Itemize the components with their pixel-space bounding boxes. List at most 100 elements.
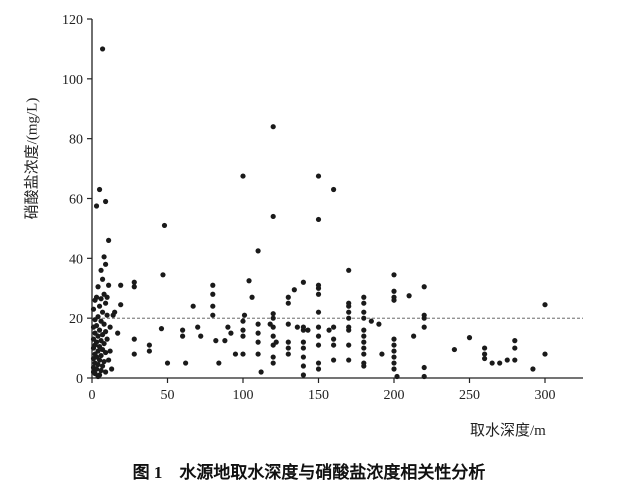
data-point — [195, 324, 201, 330]
data-point — [102, 369, 109, 375]
data-point — [285, 351, 291, 357]
data-point — [180, 333, 186, 339]
data-point — [285, 294, 291, 300]
data-point — [270, 124, 276, 130]
data-point — [331, 186, 337, 193]
data-point — [102, 300, 109, 306]
data-point — [346, 315, 352, 321]
data-point — [101, 321, 107, 327]
data-point — [270, 360, 276, 366]
data-point — [411, 333, 417, 339]
y-tick-label: 40 — [69, 252, 83, 267]
x-tick-label: 150 — [308, 388, 329, 403]
data-point — [315, 342, 322, 348]
data-point — [285, 321, 291, 327]
data-point — [300, 279, 306, 285]
data-point — [331, 342, 337, 348]
data-point — [228, 330, 234, 336]
data-point — [376, 321, 382, 327]
data-point — [95, 361, 101, 368]
data-point — [246, 278, 252, 284]
data-point — [101, 254, 107, 260]
data-point — [210, 303, 216, 309]
data-point — [104, 336, 110, 342]
data-point — [391, 272, 397, 278]
data-point — [482, 351, 488, 357]
x-tick-label: 50 — [161, 388, 175, 403]
data-point — [315, 366, 322, 372]
data-point — [326, 327, 332, 333]
data-point — [512, 338, 518, 344]
data-point — [225, 324, 231, 330]
data-point — [451, 346, 457, 353]
y-tick-label: 60 — [69, 193, 83, 208]
data-point — [161, 222, 168, 229]
y-tick-label: 0 — [76, 372, 83, 387]
data-point — [294, 324, 300, 330]
data-point — [90, 345, 97, 351]
data-point — [92, 297, 98, 303]
data-point — [270, 354, 276, 360]
data-point — [255, 248, 261, 254]
data-point — [210, 312, 216, 318]
data-point — [158, 326, 165, 332]
x-tick-label: 0 — [89, 388, 96, 403]
data-point — [504, 357, 510, 363]
data-point — [270, 324, 276, 330]
data-point — [512, 357, 518, 363]
data-point — [255, 330, 261, 336]
data-point — [273, 339, 279, 345]
data-point — [240, 318, 246, 324]
data-point — [183, 360, 189, 366]
data-point — [315, 173, 322, 179]
data-point — [512, 345, 518, 351]
y-tick-label: 100 — [62, 73, 83, 88]
data-point — [99, 309, 106, 315]
data-point — [391, 336, 397, 342]
x-axis-label: 取水深度/m — [470, 423, 546, 439]
data-point — [131, 279, 137, 285]
data-point — [90, 369, 97, 375]
data-point — [300, 327, 306, 333]
data-point — [222, 338, 228, 344]
data-point — [131, 351, 137, 357]
data-point — [104, 294, 110, 300]
data-point — [106, 237, 112, 243]
data-point — [482, 345, 488, 351]
data-point — [361, 309, 367, 315]
data-point — [93, 203, 100, 209]
x-tick-label: 300 — [535, 388, 556, 403]
data-point — [300, 354, 306, 360]
data-point — [421, 373, 427, 380]
data-point — [361, 363, 367, 369]
data-point — [101, 358, 107, 365]
data-point — [346, 309, 352, 315]
data-point — [98, 367, 104, 374]
data-point — [164, 360, 171, 366]
data-point — [102, 349, 109, 356]
data-point — [361, 345, 367, 351]
x-tick-label: 200 — [384, 388, 405, 403]
data-point — [331, 357, 337, 363]
data-point — [160, 272, 166, 278]
data-point — [107, 324, 113, 330]
data-point — [241, 312, 248, 318]
data-point — [118, 282, 124, 288]
data-point — [102, 261, 109, 267]
data-point — [98, 352, 104, 359]
data-point — [291, 287, 297, 293]
data-point — [102, 198, 109, 205]
data-point — [391, 348, 397, 354]
data-point — [112, 309, 118, 315]
data-point — [216, 360, 222, 366]
data-point — [240, 327, 246, 333]
data-point — [95, 284, 101, 290]
data-point — [255, 321, 261, 327]
data-point — [346, 267, 352, 273]
data-point — [391, 360, 397, 366]
data-point — [98, 267, 104, 273]
data-point — [315, 291, 322, 297]
data-point — [104, 312, 110, 318]
data-point — [232, 351, 239, 357]
